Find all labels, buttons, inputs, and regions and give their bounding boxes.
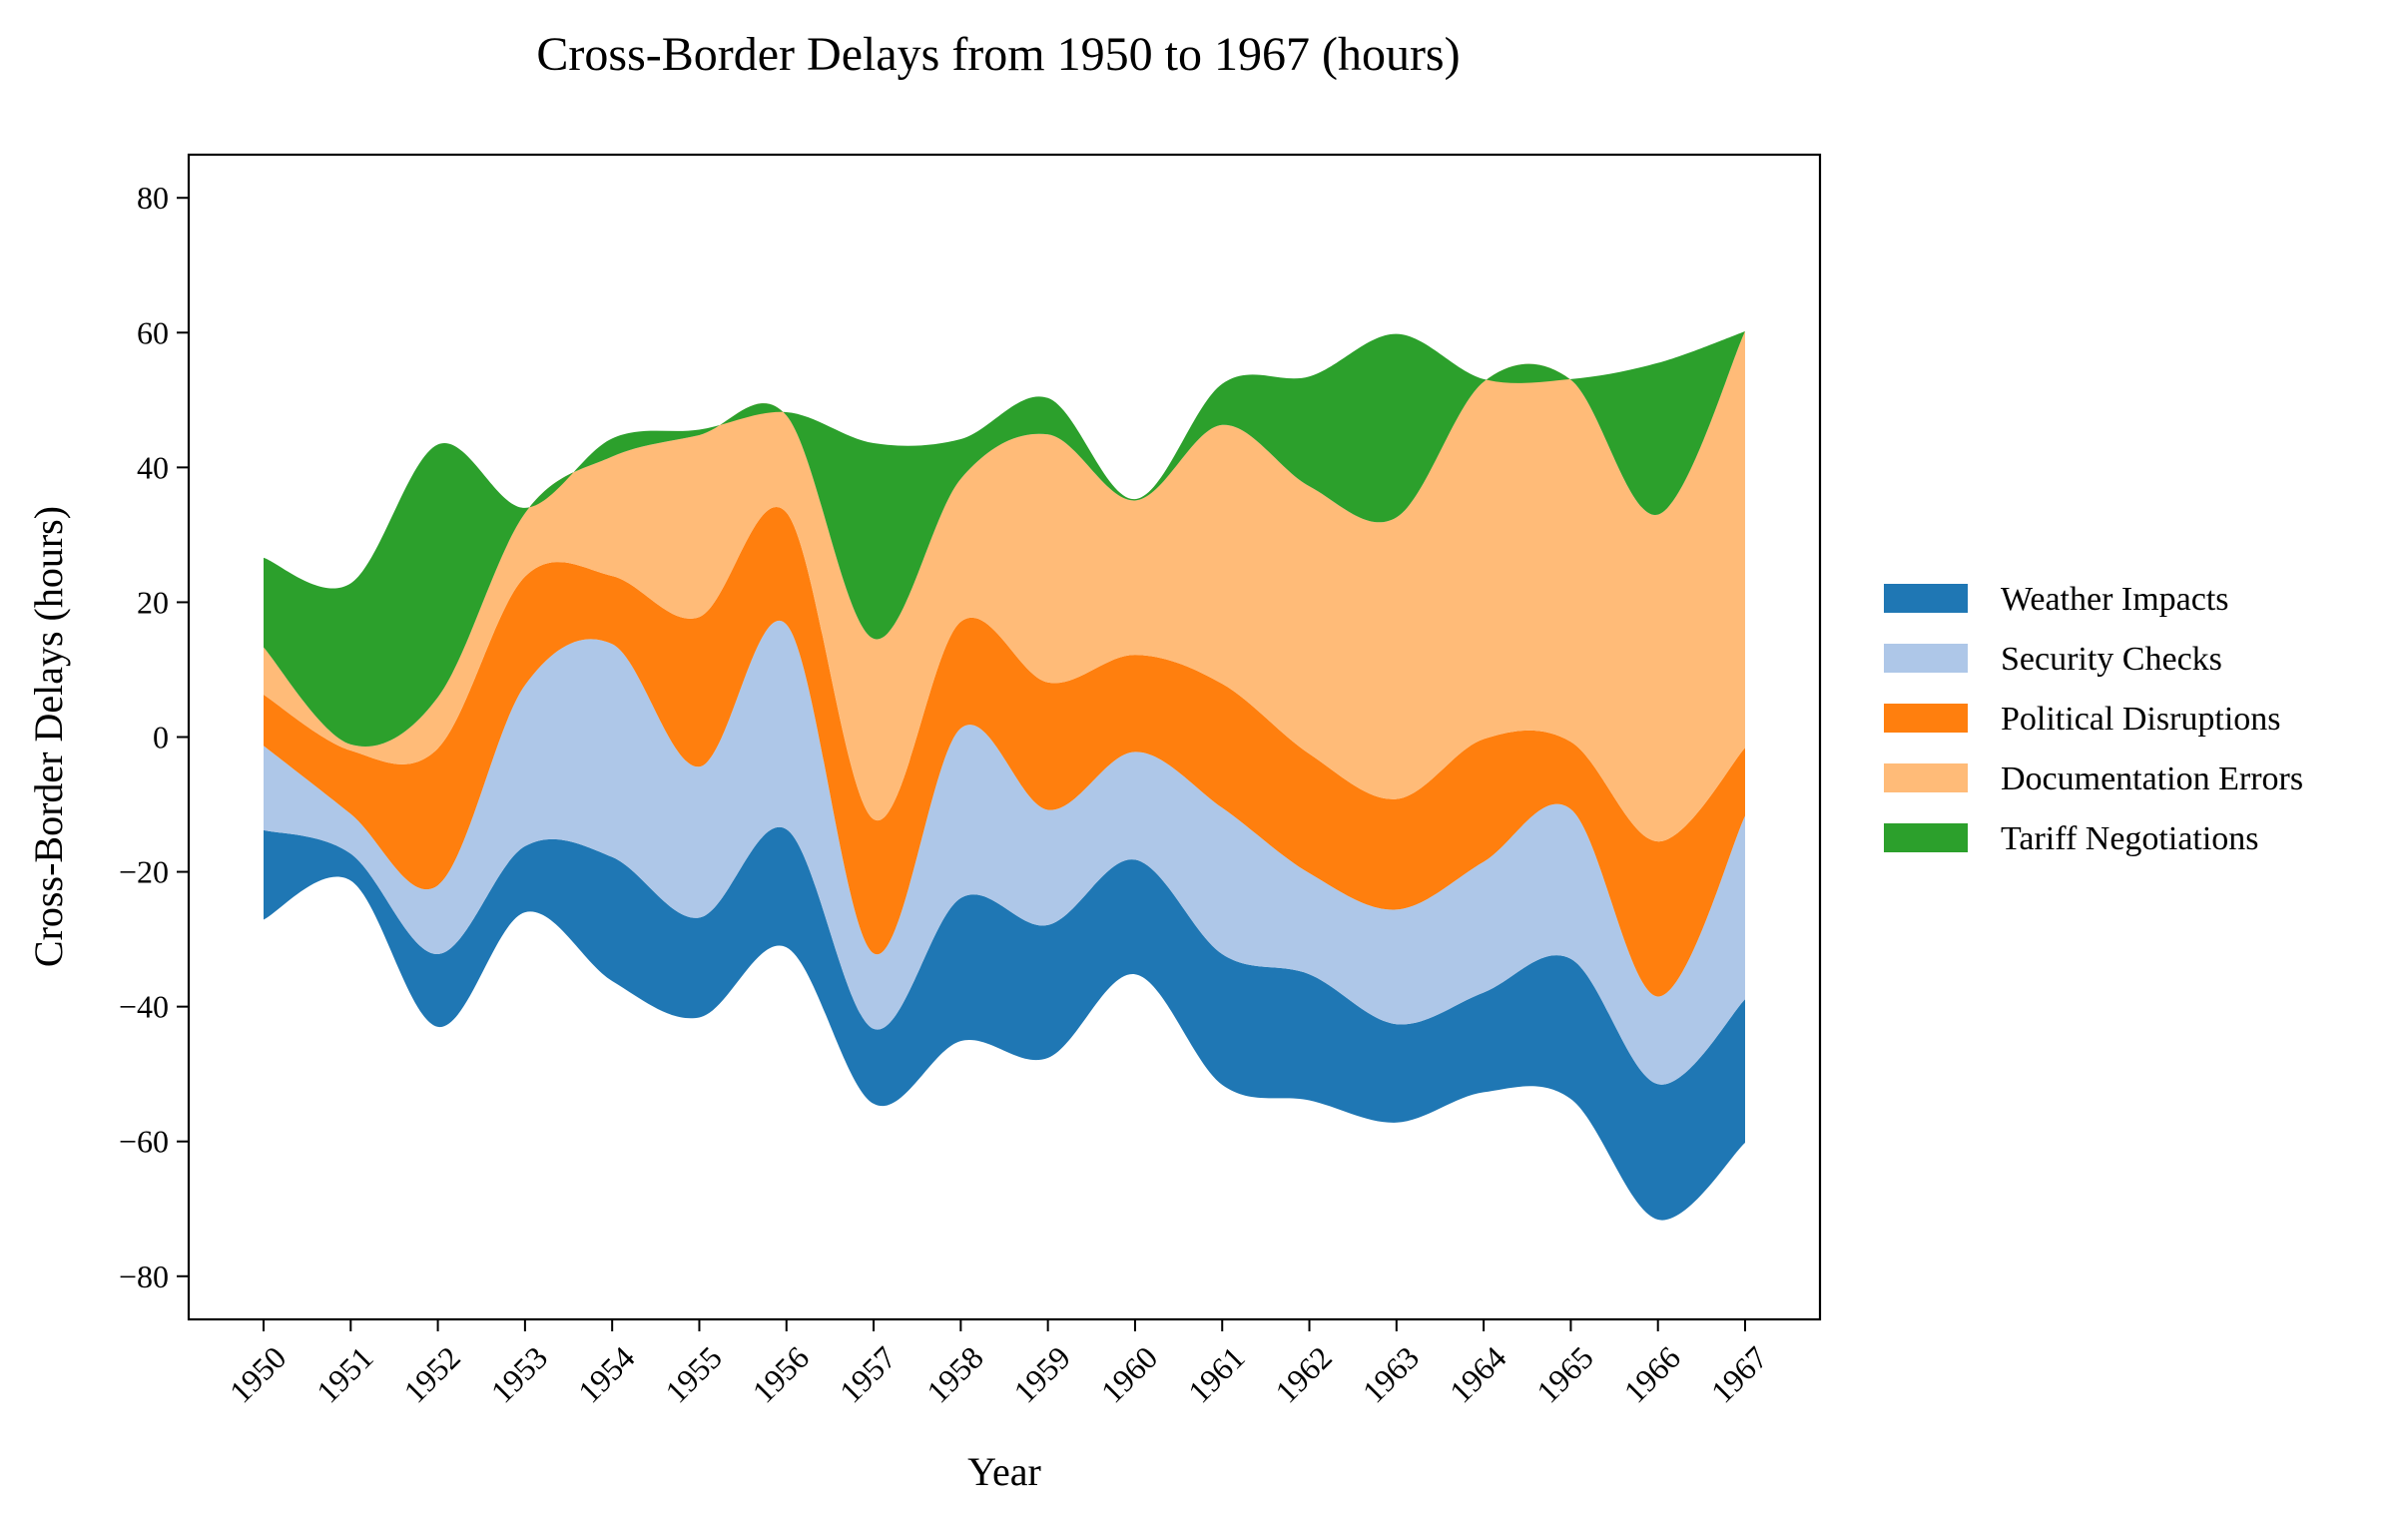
y-tick-label: −20 — [119, 854, 169, 890]
x-tick-label: 1967 — [1704, 1339, 1775, 1410]
legend-swatch-tariff-negotiations — [1884, 823, 1968, 852]
x-tick-label: 1960 — [1094, 1339, 1165, 1410]
y-tick-label: −60 — [119, 1124, 169, 1160]
area-security-checks — [264, 620, 1745, 1085]
x-tick-label: 1953 — [484, 1339, 555, 1410]
y-axis: −80 −60 −40 −20 0 20 40 60 80 — [119, 180, 189, 1294]
x-axis-title: Year — [967, 1449, 1041, 1494]
y-tick-label: −40 — [119, 989, 169, 1025]
x-tick-label: 1963 — [1355, 1339, 1426, 1410]
legend-swatch-political-disruptions — [1884, 704, 1968, 733]
x-tick-label: 1952 — [396, 1339, 467, 1410]
x-tick-label: 1951 — [309, 1339, 380, 1410]
x-tick-label: 1966 — [1616, 1339, 1687, 1410]
x-tick-label: 1962 — [1268, 1339, 1339, 1410]
x-tick-label: 1959 — [1006, 1339, 1077, 1410]
x-tick-label: 1958 — [919, 1339, 990, 1410]
y-tick-label: −80 — [119, 1259, 169, 1294]
x-tick-label: 1955 — [658, 1339, 729, 1410]
area-documentation-errors — [264, 330, 1745, 842]
legend-swatch-weather-impacts — [1884, 584, 1968, 613]
legend-label-political-disruptions: Political Disruptions — [2001, 701, 2281, 738]
x-tick-label: 1957 — [833, 1339, 903, 1410]
x-tick-label: 1956 — [745, 1339, 816, 1410]
area-tariff-negotiations — [264, 330, 1745, 748]
legend: Weather Impacts Security Checks Political … — [1884, 581, 2303, 857]
x-tick-label: 1965 — [1529, 1339, 1600, 1410]
legend-swatch-documentation-errors — [1884, 763, 1968, 792]
y-tick-label: 80 — [137, 180, 169, 216]
y-tick-label: 60 — [137, 314, 169, 350]
x-axis: 1950 1951 1952 1953 1954 1955 1956 1957 1958 1959… — [223, 1319, 1775, 1410]
legend-swatch-security-checks — [1884, 644, 1968, 673]
y-tick-label: 20 — [137, 584, 169, 620]
stream-areas — [264, 330, 1745, 1221]
x-tick-label: 1950 — [223, 1339, 294, 1410]
legend-label-documentation-errors: Documentation Errors — [2001, 760, 2303, 797]
area-weather-impacts — [264, 826, 1745, 1221]
legend-label-weather-impacts: Weather Impacts — [2001, 581, 2229, 618]
area-political-disruptions — [264, 506, 1745, 997]
y-tick-label: 40 — [137, 449, 169, 485]
y-tick-label: 0 — [153, 720, 169, 756]
x-tick-label: 1961 — [1181, 1339, 1252, 1410]
x-tick-label: 1964 — [1443, 1339, 1513, 1410]
y-axis-title: Cross-Border Delays (hours) — [26, 506, 71, 967]
legend-label-security-checks: Security Checks — [2001, 641, 2222, 678]
x-tick-label: 1954 — [571, 1339, 642, 1410]
legend-label-tariff-negotiations: Tariff Negotiations — [2001, 820, 2259, 857]
chart-title: Cross-Border Delays from 1950 to 1967 (h… — [536, 28, 1460, 81]
